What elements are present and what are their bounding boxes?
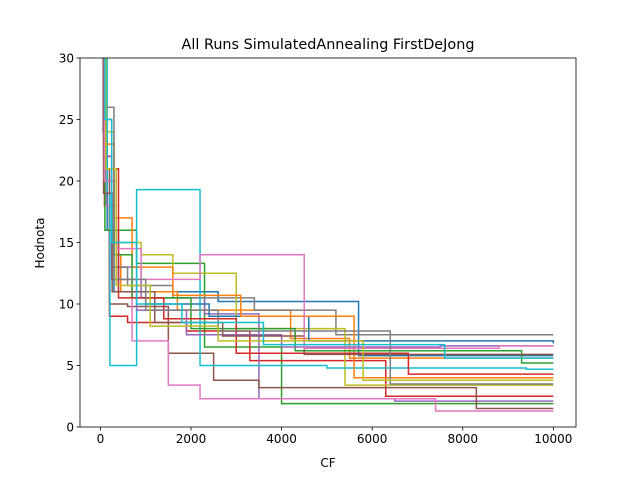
y-tick-label: 25 — [59, 113, 74, 127]
x-tick-label: 0 — [97, 432, 105, 446]
chart-title: All Runs SimulatedAnnealing FirstDeJong — [182, 37, 475, 53]
x-tick-label: 4000 — [266, 432, 297, 446]
y-tick-label: 5 — [66, 359, 74, 373]
y-tick-label: 30 — [59, 51, 74, 65]
series-line-19 — [105, 58, 554, 382]
x-axis-label: CF — [320, 456, 335, 470]
series-line-11 — [103, 58, 555, 344]
plot-frame — [79, 57, 577, 428]
x-tick-label: 6000 — [357, 432, 388, 446]
y-tick-label: 15 — [59, 236, 74, 250]
x-tick-label: 2000 — [176, 432, 207, 446]
series-line-7 — [105, 58, 554, 412]
axes-layer: 0 2000 4000 6000 8000 10000 0 5 10 15 20 25 30 — [59, 51, 577, 446]
y-tick-label: 10 — [59, 297, 74, 311]
y-tick-label: 0 — [66, 420, 74, 434]
series-line-20 — [104, 58, 554, 359]
y-axis-label: Hodnota — [33, 218, 47, 269]
x-tick-label: 10000 — [534, 432, 572, 446]
series-layer — [102, 58, 555, 412]
series-line-17 — [103, 58, 554, 350]
x-tick-label: 8000 — [447, 432, 478, 446]
y-tick-label: 20 — [59, 174, 74, 188]
